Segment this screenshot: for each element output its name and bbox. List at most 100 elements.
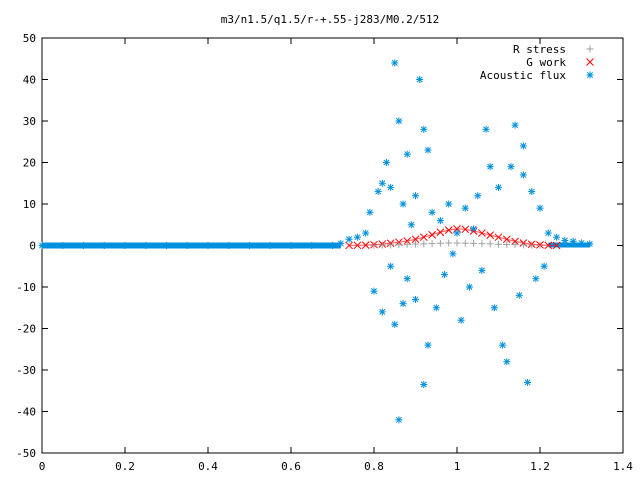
acoustic-flux-point-stroke: [537, 205, 543, 212]
y-tick-label: -10: [16, 281, 36, 294]
acoustic-flux-point-stroke: [437, 217, 444, 224]
x-tick-label: 1.4: [613, 460, 633, 473]
acoustic-flux-point: [428, 208, 436, 216]
acoustic-flux-point-stroke: [375, 188, 382, 195]
acoustic-flux-point: [266, 242, 274, 249]
acoustic-flux-point-stroke: [391, 321, 398, 328]
acoustic-flux-point-stroke: [404, 151, 411, 158]
acoustic-flux-point: [399, 300, 407, 308]
acoustic-flux-point-stroke: [491, 304, 498, 311]
acoustic-flux-point-stroke: [512, 122, 519, 129]
acoustic-flux-point: [387, 262, 395, 270]
x-tick-label: 0.4: [198, 460, 218, 473]
acoustic-flux-point: [403, 150, 411, 158]
acoustic-flux-point-stroke: [429, 209, 436, 216]
acoustic-flux-point-stroke: [39, 242, 45, 249]
acoustic-flux-point-stroke: [400, 300, 407, 307]
legend-label: Acoustic flux: [480, 69, 566, 82]
acoustic-flux-point: [407, 221, 415, 229]
acoustic-flux-point: [453, 229, 461, 237]
acoustic-flux-point: [420, 381, 428, 389]
x-tick-label: 0.6: [281, 460, 301, 473]
y-tick-label: -50: [16, 447, 36, 460]
acoustic-flux-point: [142, 242, 150, 249]
legend-marker: [586, 58, 594, 66]
y-tick-label: 20: [23, 157, 36, 170]
acoustic-flux-point-stroke: [545, 230, 552, 237]
acoustic-flux-point: [586, 240, 594, 248]
acoustic-flux-point: [540, 262, 548, 270]
r-stress-point: [461, 239, 469, 247]
acoustic-flux-point: [424, 146, 432, 154]
acoustic-flux-point-stroke: [383, 159, 390, 166]
acoustic-flux-point-stroke: [246, 242, 253, 249]
data-points: [38, 59, 594, 424]
acoustic-flux-point: [536, 204, 544, 212]
acoustic-flux-point: [163, 242, 170, 249]
y-tick-label: -20: [16, 323, 36, 336]
acoustic-flux-point: [246, 242, 253, 249]
acoustic-flux-point-stroke: [433, 304, 440, 311]
acoustic-flux-point: [391, 320, 399, 328]
y-tick-label: 30: [23, 115, 36, 128]
acoustic-flux-point-stroke: [516, 292, 523, 299]
acoustic-flux-point-stroke: [458, 317, 465, 324]
acoustic-flux-zero-band: [42, 242, 341, 249]
acoustic-flux-point-stroke: [142, 242, 149, 249]
acoustic-flux-point: [121, 242, 129, 249]
acoustic-flux-point-stroke: [366, 209, 373, 216]
y-tick-label: -30: [16, 364, 36, 377]
acoustic-flux-point-stroke: [412, 296, 419, 303]
acoustic-flux-point: [445, 200, 453, 208]
acoustic-flux-point: [378, 179, 386, 187]
acoustic-flux-point: [378, 308, 386, 316]
y-tick-label: 10: [23, 198, 36, 211]
acoustic-flux-point-stroke: [553, 234, 560, 241]
acoustic-flux-point: [412, 192, 419, 200]
acoustic-flux-point-stroke: [466, 284, 473, 290]
legend-label: R stress: [513, 43, 566, 56]
acoustic-flux-point: [395, 416, 403, 424]
acoustic-flux-point-stroke: [412, 192, 419, 199]
acoustic-flux-point-stroke: [520, 142, 527, 149]
acoustic-flux-point-stroke: [184, 242, 191, 249]
acoustic-flux-point: [308, 242, 316, 249]
acoustic-flux-point-stroke: [379, 308, 386, 315]
acoustic-flux-point-stroke: [495, 184, 502, 191]
acoustic-flux-point: [287, 242, 295, 249]
legend-marker-stroke: [586, 58, 594, 66]
acoustic-flux-point-stroke: [420, 126, 427, 133]
r-stress-point: [470, 239, 478, 247]
acoustic-flux-point: [100, 242, 108, 249]
acoustic-flux-point: [337, 239, 345, 247]
acoustic-flux-point: [382, 159, 390, 166]
acoustic-flux-point-stroke: [395, 118, 402, 124]
y-tick-label: 0: [29, 240, 36, 253]
acoustic-flux-point: [432, 304, 440, 312]
acoustic-flux-point-stroke: [337, 240, 344, 247]
acoustic-flux-point-stroke: [478, 267, 485, 274]
r-stress-point: [503, 240, 511, 248]
acoustic-flux-point-stroke: [420, 381, 427, 388]
acoustic-flux-point-stroke: [225, 242, 232, 249]
r-stress-point: [378, 241, 386, 249]
acoustic-flux-point: [461, 204, 469, 212]
acoustic-flux-point: [399, 200, 407, 208]
acoustic-flux-point-stroke: [541, 263, 548, 270]
acoustic-flux-point: [449, 250, 457, 258]
r-stress-point: [428, 239, 436, 247]
x-tick-label: 0: [39, 460, 46, 473]
x-tick-label: 1: [454, 460, 461, 473]
acoustic-flux-point-stroke: [404, 275, 411, 282]
acoustic-flux-point: [403, 275, 411, 283]
acoustic-flux-point-stroke: [288, 242, 294, 249]
x-tick-label: 0.8: [364, 460, 384, 473]
legend-label: G work: [526, 56, 566, 69]
acoustic-flux-point: [499, 341, 507, 349]
axes: 0 0.2 0.4 0.6 0.8 1 1.2 1.4 -50 -40 -30 -20 -10 0 10 20…: [16, 32, 633, 473]
acoustic-flux-point-stroke: [561, 237, 568, 244]
acoustic-flux-point-stroke: [449, 250, 456, 257]
acoustic-flux-point: [486, 163, 494, 171]
acoustic-flux-point-stroke: [267, 242, 274, 249]
